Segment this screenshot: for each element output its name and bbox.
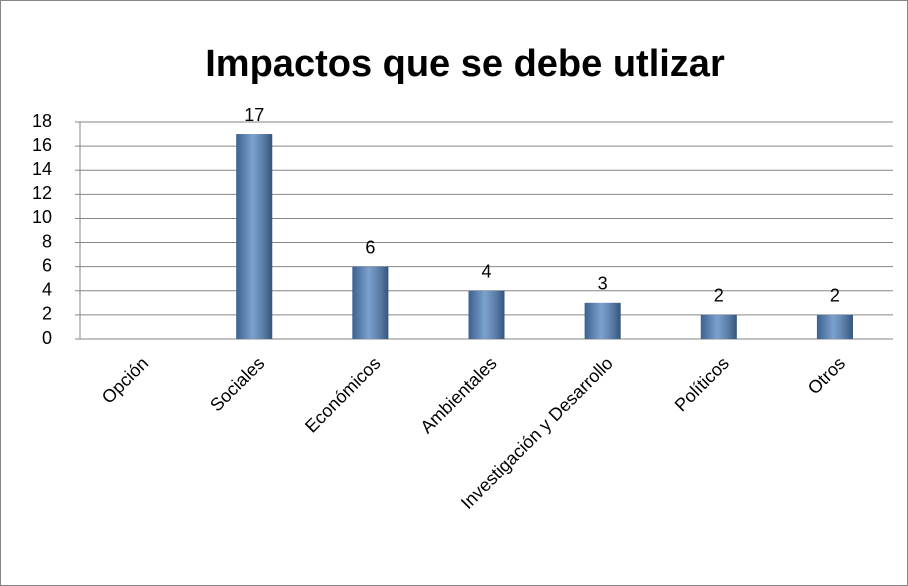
value-label: 3: [598, 274, 608, 294]
chart-title: Impactos que se debe utlizar: [205, 43, 725, 85]
y-tick-label: 8: [42, 231, 52, 251]
bar-shade: [584, 302, 621, 339]
y-tick-label: 16: [32, 135, 52, 155]
bar-shade: [816, 314, 853, 339]
value-label: 2: [714, 286, 724, 306]
y-tick-label: 18: [32, 111, 52, 131]
value-label: 2: [830, 286, 840, 306]
y-tick-label: 10: [32, 207, 52, 227]
y-tick-label: 4: [42, 280, 52, 300]
value-label: 4: [481, 262, 491, 282]
bar-shade: [700, 314, 737, 339]
y-tick-label: 6: [42, 255, 52, 275]
bar-shade: [236, 134, 273, 339]
bar-shade: [468, 290, 505, 339]
value-label: 17: [244, 105, 264, 125]
y-tick-label: 12: [32, 183, 52, 203]
y-tick-label: 2: [42, 304, 52, 324]
value-label: 6: [365, 237, 375, 257]
bar-shade: [352, 266, 389, 339]
y-tick-label: 0: [42, 328, 52, 348]
y-tick-label: 14: [32, 159, 52, 179]
